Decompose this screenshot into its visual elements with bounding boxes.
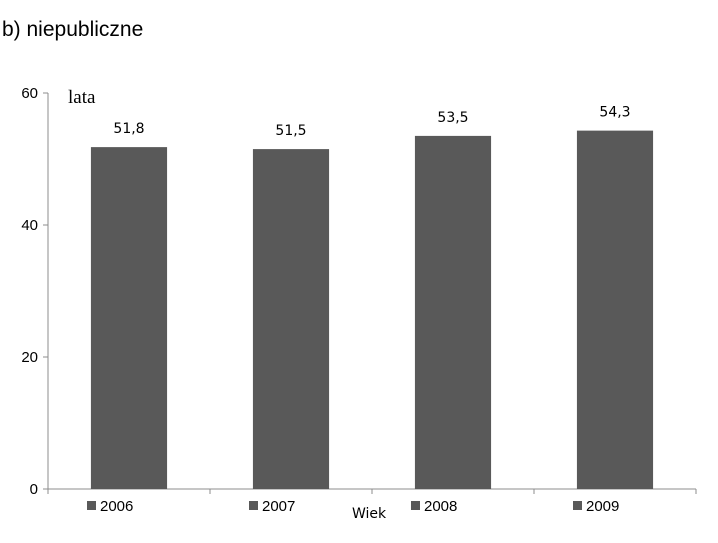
x-axis-label: Wiek: [352, 506, 387, 522]
y-axis-label: lata: [68, 87, 96, 108]
legend-swatch: [411, 501, 420, 510]
legend-item-2008: 2008: [424, 498, 457, 515]
y-tick-label: 40: [21, 217, 38, 234]
y-tick-label: 0: [30, 481, 38, 498]
legend-swatch: [573, 501, 582, 510]
y-tick-label: 60: [21, 85, 38, 102]
data-label-2006: 51,8: [113, 121, 144, 137]
data-label-2007: 51,5: [275, 123, 306, 139]
bar-2007: [252, 149, 330, 489]
bar-2009: [576, 130, 654, 489]
legend-swatch: [249, 501, 258, 510]
y-tick-label: 20: [21, 349, 38, 366]
data-label-2008: 53,5: [437, 110, 468, 126]
legend: 2006 2007 2008 2009: [87, 498, 619, 515]
bar-2006: [90, 147, 168, 489]
legend-swatch: [87, 501, 96, 510]
data-label-2009: 54,3: [599, 105, 630, 121]
data-labels: 51,8 51,5 53,5 54,3: [113, 105, 630, 139]
legend-item-2006: 2006: [100, 498, 133, 515]
chart-title: b) niepubliczne: [2, 18, 143, 41]
legend-item-2009: 2009: [586, 498, 619, 515]
legend-item-2007: 2007: [262, 498, 295, 515]
bars: [90, 130, 654, 489]
y-ticks: 0 20 40 60: [21, 85, 697, 498]
bar-2008: [414, 135, 492, 489]
